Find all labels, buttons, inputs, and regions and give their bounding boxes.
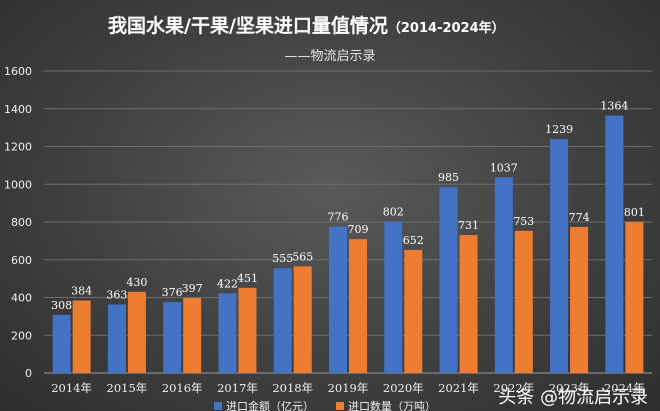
bar xyxy=(625,221,644,373)
data-label: 753 xyxy=(513,215,534,228)
bar xyxy=(605,115,624,374)
data-label: 308 xyxy=(51,299,72,312)
data-label: 776 xyxy=(328,211,349,224)
data-label: 384 xyxy=(71,285,92,298)
data-label: 985 xyxy=(438,171,459,184)
bars-layer xyxy=(52,115,644,374)
data-label: 731 xyxy=(458,219,479,232)
data-label: 363 xyxy=(106,288,127,301)
legend-swatch xyxy=(214,402,222,410)
bar xyxy=(439,187,458,373)
y-tick-label: 1000 xyxy=(4,178,32,191)
chart-subtitle: ——物流启示录 xyxy=(284,49,375,64)
bar xyxy=(459,235,478,373)
bar xyxy=(238,287,257,373)
bar xyxy=(127,291,146,373)
data-label: 430 xyxy=(126,276,147,289)
bar xyxy=(329,226,347,373)
bar xyxy=(550,139,569,373)
x-tick-label: 2024年 xyxy=(604,381,645,395)
bar xyxy=(570,226,589,373)
bar xyxy=(404,249,423,373)
data-label: 709 xyxy=(348,223,369,236)
y-tick-label: 1600 xyxy=(4,65,32,78)
y-tick-label: 200 xyxy=(11,329,32,342)
legend: 进口金额（亿元） 进口数量（万吨） xyxy=(214,399,436,411)
chart-title-years: （2014-2024年） xyxy=(388,20,505,36)
legend-label: 进口金额（亿元） xyxy=(226,399,314,411)
x-tick-label: 2014年 xyxy=(51,381,92,395)
y-tick-label: 1200 xyxy=(4,141,32,154)
bar xyxy=(107,304,126,373)
x-tick-label: 2016年 xyxy=(162,381,203,395)
bar xyxy=(183,298,202,373)
data-label: 652 xyxy=(403,234,424,247)
data-label: 1364 xyxy=(600,100,628,113)
data-label: 555 xyxy=(272,252,293,265)
y-tick-label: 800 xyxy=(11,216,32,229)
data-label: 376 xyxy=(162,286,183,299)
x-tick-label: 2022年 xyxy=(493,381,534,395)
data-label: 451 xyxy=(237,272,258,285)
bar xyxy=(293,266,312,373)
x-tick-label: 2021年 xyxy=(438,381,479,395)
x-tick-label: 2020年 xyxy=(383,381,424,395)
x-tick-label: 2023年 xyxy=(549,381,590,395)
bar xyxy=(163,302,182,373)
x-tick-label: 2019年 xyxy=(328,381,369,395)
labels-layer: 308 363 376 422 555 776 802 985 1037 1239 1364 384 4… xyxy=(51,100,645,312)
data-label: 774 xyxy=(569,211,590,224)
bar xyxy=(514,230,533,373)
chart-title-main: 我国水果/干果/坚果进口量值情况 xyxy=(108,14,388,37)
bar xyxy=(494,177,513,373)
bar xyxy=(72,300,91,373)
y-tick-label: 1400 xyxy=(4,103,32,116)
bar xyxy=(218,293,237,373)
x-tick-label: 2017年 xyxy=(217,381,258,395)
data-label: 1037 xyxy=(490,161,518,174)
data-label: 1239 xyxy=(545,123,573,136)
data-label: 801 xyxy=(624,206,645,219)
axis-layer: 0 200 400 600 800 1000 1200 1400 1600 2014年 2015年 2… xyxy=(4,65,645,395)
watermark: 头条 @物流启示录 xyxy=(498,387,648,408)
data-label: 422 xyxy=(217,277,238,290)
x-tick-label: 2015年 xyxy=(107,381,148,395)
x-tick-label: 2018年 xyxy=(272,381,313,395)
bar xyxy=(52,314,71,373)
legend-label: 进口数量（万吨） xyxy=(348,400,436,411)
data-label: 565 xyxy=(292,250,313,263)
legend-swatch xyxy=(336,402,344,410)
chart-title: 我国水果/干果/坚果进口量值情况（2014-2024年） xyxy=(108,14,505,37)
data-label: 397 xyxy=(182,282,203,295)
bar xyxy=(273,268,292,373)
y-tick-label: 600 xyxy=(11,254,32,267)
bar xyxy=(384,221,403,373)
y-tick-label: 0 xyxy=(25,367,32,380)
y-tick-label: 400 xyxy=(11,292,32,305)
bar xyxy=(349,239,367,373)
data-label: 802 xyxy=(383,206,404,219)
